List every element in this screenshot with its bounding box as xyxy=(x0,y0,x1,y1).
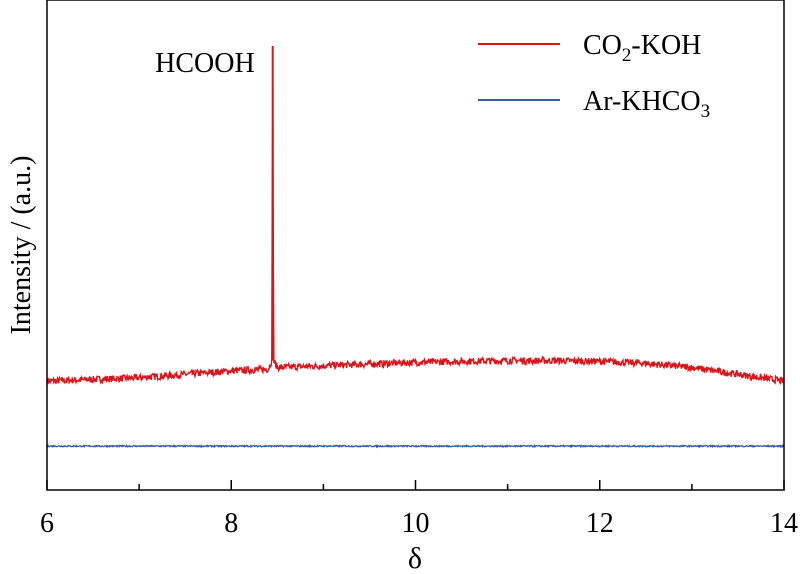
legend-label-ar-khco3: Ar-KHCO3 xyxy=(583,86,710,122)
x-axis-label: δ xyxy=(408,542,422,574)
series-layer xyxy=(46,46,785,449)
y-axis-label: Intensity / (a.u.) xyxy=(6,156,37,335)
legend-label-co2-koh: CO2-KOH xyxy=(583,30,701,66)
x-tick-label: 10 xyxy=(402,508,430,539)
peak-annotation-hcooh: HCOOH xyxy=(155,48,255,79)
x-tick-label: 6 xyxy=(40,508,54,539)
legend: CO2-KOH Ar-KHCO3 xyxy=(478,30,710,122)
x-tick-label: 14 xyxy=(770,508,798,539)
series-line-ar-khco3 xyxy=(46,443,785,449)
series-line-co2-koh xyxy=(46,94,785,386)
x-tick-label: 12 xyxy=(586,508,614,539)
x-ticks: 6 8 10 12 14 xyxy=(40,480,798,539)
x-tick-label: 8 xyxy=(224,508,238,539)
